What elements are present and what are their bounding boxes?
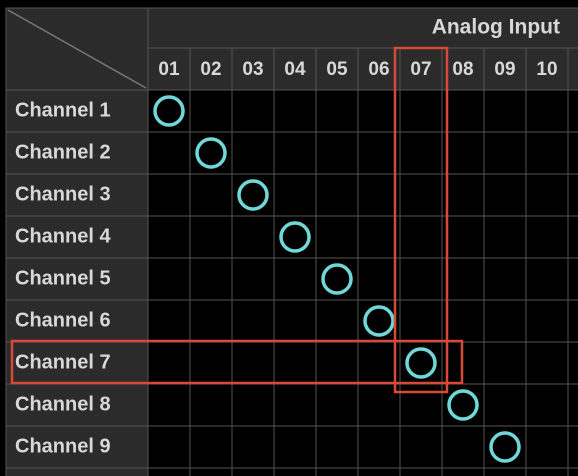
column-label: 09 <box>494 59 515 80</box>
row-label: Channel 3 <box>15 183 111 205</box>
row-highlight <box>10 339 464 385</box>
row-label: Channel 9 <box>15 435 111 457</box>
column-label: 02 <box>200 59 221 80</box>
row-label: Channel 8 <box>15 393 111 415</box>
route-indicator <box>405 347 437 379</box>
column-header-panel <box>148 8 578 90</box>
outer-border <box>5 7 578 476</box>
column-label: 07 <box>410 59 431 80</box>
column-label: 06 <box>368 59 389 80</box>
column-highlight <box>393 46 449 394</box>
route-indicator <box>489 431 521 463</box>
row-label: Channel 7 <box>15 351 111 373</box>
column-label: 04 <box>284 59 306 80</box>
column-label: 01 <box>158 59 180 80</box>
column-label: 08 <box>452 59 473 80</box>
route-indicator <box>237 179 269 211</box>
row-label: Channel 6 <box>15 309 111 331</box>
column-label: 05 <box>326 59 348 80</box>
column-label: 10 <box>536 59 557 80</box>
row-label: Channel 1 <box>15 99 111 121</box>
route-indicator <box>363 305 395 337</box>
corner-diagonal <box>7 9 147 89</box>
route-indicator <box>447 389 479 421</box>
route-indicator <box>195 137 227 169</box>
column-label: 03 <box>242 59 263 80</box>
route-indicator <box>321 263 353 295</box>
row-label: Channel 4 <box>15 225 111 247</box>
row-label: Channel 2 <box>15 141 111 163</box>
route-indicator <box>153 95 185 127</box>
route-indicator <box>279 221 311 253</box>
row-label: Channel 5 <box>15 267 111 289</box>
row-header-panel <box>6 8 148 476</box>
header-title: Analog Input <box>432 16 560 39</box>
